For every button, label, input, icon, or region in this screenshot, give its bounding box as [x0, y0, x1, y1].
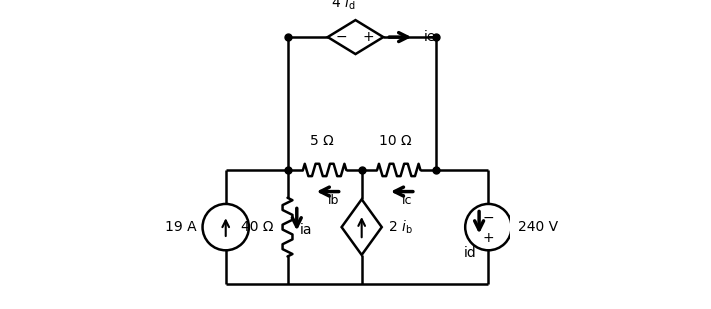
Text: id: id — [464, 246, 476, 260]
Text: ib: ib — [328, 194, 339, 207]
Text: 5 Ω: 5 Ω — [309, 134, 333, 148]
Text: 4 $i_\mathsf{d}$: 4 $i_\mathsf{d}$ — [331, 0, 356, 12]
Text: 240 V: 240 V — [518, 220, 558, 234]
Text: −: − — [336, 30, 348, 44]
Text: +: + — [363, 30, 374, 44]
Text: +: + — [483, 231, 494, 245]
Text: −: − — [483, 211, 494, 225]
Text: ie: ie — [424, 30, 436, 44]
Text: 10 Ω: 10 Ω — [380, 134, 412, 148]
Text: ia: ia — [300, 223, 312, 237]
Text: ic: ic — [402, 194, 412, 207]
Text: 19 A: 19 A — [165, 220, 196, 234]
Text: 40 Ω: 40 Ω — [241, 220, 274, 234]
Text: 2 $i_\mathsf{b}$: 2 $i_\mathsf{b}$ — [388, 218, 412, 236]
